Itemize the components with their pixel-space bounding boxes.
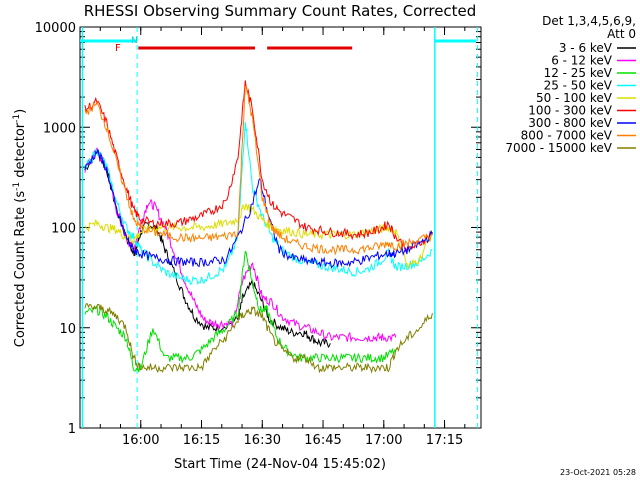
flare-flag-f: F [115,43,121,54]
legend-label: 3 - 6 keV [559,41,613,55]
series-lines [84,80,433,374]
y-axis-label: Corrected Count Rate (s-1 detector-1) [12,109,28,347]
legend-subtitle: Att 0 [607,27,636,41]
series-line [84,146,397,343]
series-line [84,303,433,374]
y-tick-label: 1000 [43,121,76,136]
legend-title: Det 1,3,4,5,6,9, [542,14,636,28]
x-tick-label: 16:45 [304,433,341,448]
night-markers [80,27,478,428]
series-line [84,80,433,253]
y-tick-label: 1 [68,422,76,437]
series-line [84,148,331,349]
x-tick-label: 16:30 [244,433,281,448]
legend-label: 6 - 12 keV [551,54,613,68]
legend-label: 300 - 800 keV [528,116,612,130]
x-tick-label: 16:00 [122,433,159,448]
series-line [84,85,433,256]
legend-label: 800 - 7000 keV [521,129,613,143]
chart-title: RHESSI Observing Summary Count Rates, Co… [84,2,477,20]
y-tick-label: 10000 [35,21,76,36]
legend-label: 25 - 50 keV [544,79,613,93]
legend-label: 50 - 100 keV [536,91,613,105]
footer-date: 23-Oct-2021 05:28 [560,468,636,477]
legend-label: 7000 - 15000 keV [505,141,612,155]
legend-label: 12 - 25 keV [544,66,613,80]
series-line [84,122,433,286]
legend-label: 100 - 300 keV [528,104,612,118]
x-axis-label: Start Time (24-Nov-04 15:45:02) [174,457,386,472]
series-line [84,250,396,373]
y-tick-label: 10 [59,322,76,337]
x-tick-label: 17:15 [426,433,463,448]
y-tick-label: 100 [51,222,76,237]
night-flag-n: N [131,36,138,46]
series-line [84,149,433,269]
x-tick-label: 17:00 [365,433,402,448]
x-tick-label: 16:15 [183,433,220,448]
axis-ticks: 16:00 16:15 16:30 16:45 17:00 17:15 1 10 100 1000… [35,21,481,448]
